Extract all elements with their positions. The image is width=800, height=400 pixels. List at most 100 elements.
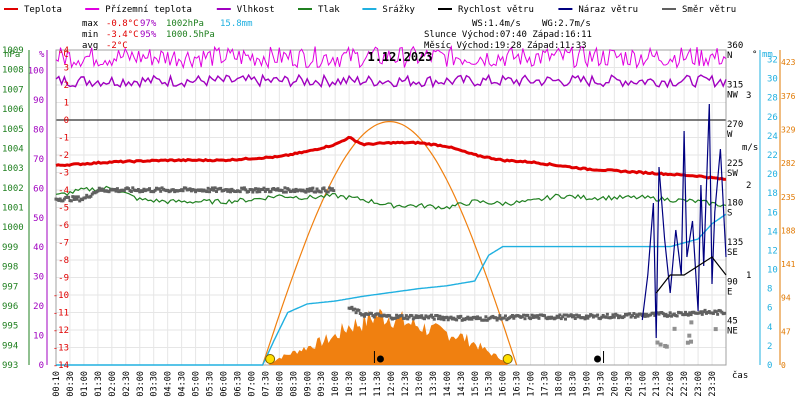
temp-tick-label: -6 <box>58 221 69 231</box>
time-tick-label: 22:00 <box>666 371 676 397</box>
wind-direction-dot <box>699 310 703 314</box>
wind-unit: m/s <box>742 143 758 153</box>
wind-direction-dot <box>675 314 679 318</box>
wind-direction-dot <box>209 188 213 192</box>
time-tick-label: 23:00 <box>694 371 704 397</box>
wind-direction-dot <box>215 190 219 194</box>
wind-direction-dot <box>537 316 541 320</box>
wind-direction-dot <box>643 314 647 318</box>
time-tick-label: 04:30 <box>178 371 188 397</box>
solar-theoretical-curve <box>262 121 518 366</box>
direction-degree-label: 135 <box>727 238 743 248</box>
time-tick-label: 15:30 <box>485 371 495 397</box>
direction-compass-label: S <box>727 209 732 219</box>
wind-direction-dot <box>689 320 694 325</box>
wind-direction-dot <box>485 318 489 322</box>
stat-wind-speed: WS:1.4m/s <box>472 19 521 29</box>
legend-label: Srážky <box>382 5 415 15</box>
wind-direction-dot <box>247 190 251 194</box>
moonset-icon <box>376 355 384 363</box>
rain-unit: mm <box>762 50 773 60</box>
wind-direction-dot <box>83 196 87 200</box>
wind-direction-dot <box>714 310 718 314</box>
wind-direction-dot <box>148 187 152 191</box>
pressure-tick-label: 1007 <box>2 85 24 95</box>
time-tick-label: 03:30 <box>150 371 160 397</box>
wind-direction-dot <box>445 315 449 319</box>
wind-direction-dot <box>584 314 588 318</box>
time-tick-label: 17:30 <box>541 371 551 397</box>
wind-direction-dot <box>684 310 688 314</box>
wind-direction-dot <box>496 316 500 320</box>
wind-direction-dot <box>75 197 79 201</box>
stats-panel: max -0.8°C 97% 1002hPa 15.8mm min -3.4°C 95% 100… <box>82 19 592 64</box>
wind-direction-dot <box>188 187 192 191</box>
wind-direction-dot <box>269 190 273 194</box>
rain-tick-label: 18 <box>767 189 778 199</box>
temp-tick-label: -7 <box>58 239 69 249</box>
wind-direction-dot <box>226 189 230 193</box>
temp-tick-label: -5 <box>58 204 69 214</box>
time-tick-label: 14:00 <box>443 371 453 397</box>
wind-direction-dot <box>113 187 117 191</box>
wind-direction-dot <box>61 199 65 203</box>
time-tick-label: 05:30 <box>206 371 216 397</box>
direction-degree-label: 45 <box>727 317 738 327</box>
wind-direction-dot <box>636 314 640 318</box>
rain-tick-label: 2 <box>767 342 772 352</box>
solar-tick-label: 188 <box>781 226 796 235</box>
wind-direction-dot <box>326 190 330 194</box>
time-tick-label: 08:00 <box>275 371 285 397</box>
wind-direction-dot <box>604 315 608 319</box>
time-tick-label: 11:00 <box>359 371 369 397</box>
wind-direction-dot <box>400 314 404 318</box>
pressure-unit: hPa <box>4 50 20 60</box>
wind-direction-dot <box>354 311 358 315</box>
wind-direction-dot <box>689 313 693 317</box>
solar-radiation-area <box>268 308 509 365</box>
stat-min-label: min <box>82 30 98 40</box>
humidity-tick-label: 40 <box>33 243 44 253</box>
stat-rain-total: 15.8mm <box>220 19 253 29</box>
time-tick-label: 13:00 <box>415 371 425 397</box>
humidity-tick-label: 10 <box>33 332 44 342</box>
wind-direction-dot <box>251 190 255 194</box>
wind-direction-dot <box>97 186 101 190</box>
wind-direction-dot <box>617 316 621 320</box>
pressure-tick-label: 1005 <box>2 125 24 135</box>
time-tick-label: 03:00 <box>136 371 146 397</box>
wind-direction-dot <box>429 313 433 317</box>
time-tick-label: 10:00 <box>331 371 341 397</box>
sunrise-icon <box>265 354 276 364</box>
wind-direction-dot <box>510 313 514 317</box>
wind-direction-dot <box>319 190 323 194</box>
wind-direction-dot <box>219 186 223 190</box>
humidity-tick-label: 100 <box>28 67 44 77</box>
direction-compass-label: SE <box>727 248 738 258</box>
time-tick-label: 00:10 <box>52 371 62 397</box>
time-tick-label: 02:30 <box>122 371 132 397</box>
wind-direction-dot <box>664 344 669 349</box>
wind-direction-dot <box>192 188 196 192</box>
wind-direction-dot <box>483 318 487 322</box>
pressure-tick-label: 993 <box>2 361 18 371</box>
wind-direction-dot <box>206 186 210 190</box>
pressure-tick-label: 1003 <box>2 164 24 174</box>
wind-direction-dot <box>689 339 694 344</box>
wind-direction-dot <box>686 313 690 317</box>
wind-direction-dot <box>682 313 686 317</box>
pressure-tick-label: 997 <box>2 282 18 292</box>
time-tick-label: 01:30 <box>94 371 104 397</box>
time-tick-label: 09:00 <box>303 371 313 397</box>
wind-direction-dot <box>181 189 185 193</box>
wind-direction-dot <box>280 188 284 192</box>
wind-direction-dot <box>713 327 718 332</box>
wind-direction-dot <box>414 314 418 318</box>
wind-direction-dot <box>114 189 118 193</box>
time-tick-label: 14:30 <box>457 371 467 397</box>
temp-tick-label: -3 <box>58 169 69 179</box>
wind-direction-dot <box>304 190 308 194</box>
temp-tick-label: 3 <box>64 64 69 74</box>
wind-direction-dot <box>573 317 577 321</box>
humidity-tick-label: 80 <box>33 125 44 135</box>
